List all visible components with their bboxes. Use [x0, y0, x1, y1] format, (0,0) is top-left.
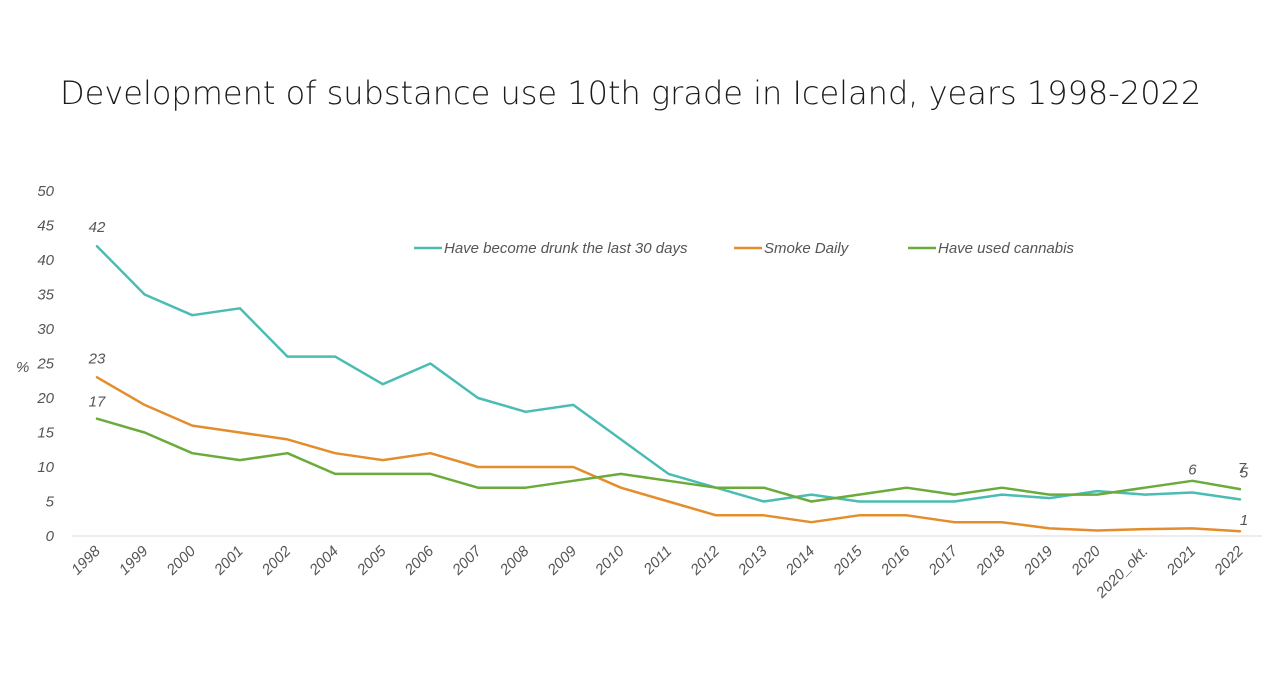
x-tick-label: 2012 [687, 542, 724, 579]
x-tick-label: 2013 [734, 542, 771, 579]
y-tick-label: 50 [37, 183, 54, 200]
x-tick-label: 2021 [1163, 543, 1199, 579]
y-tick-label: 0 [46, 528, 55, 545]
x-tick-label: 2017 [925, 542, 962, 579]
y-axis: 0 5 10 15 20 25 30 35 40 45 50 [36, 183, 54, 545]
x-tick-label: 2020 [1068, 542, 1105, 579]
x-tick-label: 2015 [830, 542, 867, 579]
series-line-1 [95, 376, 1242, 533]
x-tick-label: 2008 [496, 542, 533, 579]
y-tick-label: 40 [37, 252, 54, 269]
y-tick-label: 35 [37, 287, 54, 304]
x-tick-label: 1998 [68, 542, 104, 578]
x-tick-label: 2002 [258, 542, 295, 579]
data-label: 23 [88, 350, 106, 367]
data-label: 1 [1240, 512, 1248, 529]
x-tick-label: 2010 [591, 542, 628, 579]
y-tick-label: 30 [37, 321, 54, 338]
legend-entry: Have become drunk the last 30 days [444, 240, 688, 257]
data-label: 5 [1240, 464, 1249, 481]
y-tick-label: 25 [36, 356, 54, 373]
series-group [95, 244, 1242, 533]
chart-title: Development of substance use 10th grade … [60, 74, 1202, 112]
x-tick-label: 2018 [972, 542, 1009, 579]
x-tick-label: 2007 [449, 542, 486, 579]
y-tick-label: 15 [37, 425, 54, 442]
x-tick-label: 2009 [544, 542, 581, 579]
data-label: 7 [1238, 460, 1247, 477]
y-axis-label: % [16, 359, 29, 376]
x-axis: 1998 1999 2000 2001 2002 2004 2005 2006 2007 2008… [68, 542, 1247, 602]
legend: Have become drunk the last 30 days Smoke … [414, 240, 1074, 257]
series-line-2 [95, 417, 1242, 503]
data-label: 17 [89, 394, 106, 411]
y-tick-label: 5 [46, 494, 55, 511]
y-tick-label: 10 [37, 459, 54, 476]
series-line-0 [95, 244, 1242, 503]
x-tick-label: 2005 [353, 542, 390, 579]
data-label: 6 [1188, 462, 1197, 479]
x-tick-label: 2014 [782, 543, 818, 579]
x-tick-label: 2020_okt. [1092, 543, 1151, 602]
x-tick-label: 2019 [1020, 542, 1057, 579]
x-tick-label: 2004 [306, 543, 342, 579]
x-tick-label: 2016 [877, 542, 914, 579]
legend-entry: Smoke Daily [764, 240, 850, 257]
x-tick-label: 2022 [1211, 542, 1248, 579]
y-tick-label: 20 [36, 390, 54, 407]
x-tick-label: 2001 [210, 543, 246, 579]
data-label: 42 [89, 219, 106, 236]
x-tick-label: 2011 [640, 543, 676, 579]
x-tick-label: 2006 [401, 542, 438, 579]
legend-entry: Have used cannabis [938, 240, 1074, 257]
x-tick-label: 1999 [116, 542, 152, 578]
x-tick-label: 2000 [163, 542, 200, 579]
y-tick-label: 45 [37, 218, 54, 235]
